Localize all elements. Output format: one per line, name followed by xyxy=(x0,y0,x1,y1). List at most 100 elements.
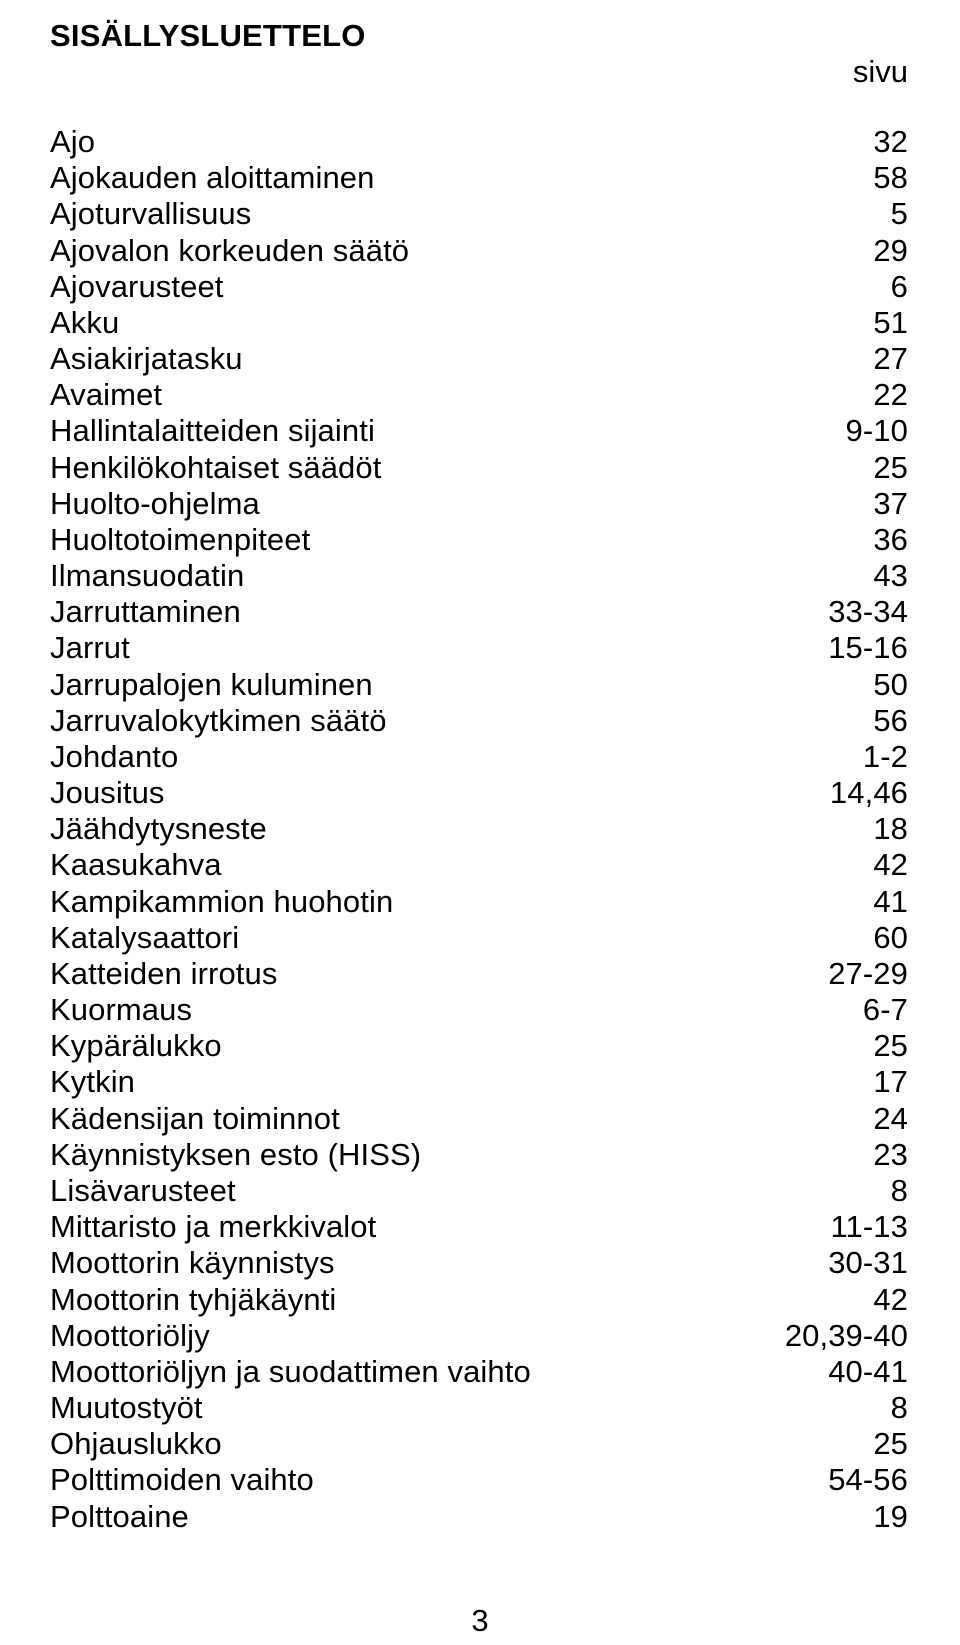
toc-entry-page: 37 xyxy=(873,486,910,522)
toc-entry-label: Akku xyxy=(50,305,119,341)
toc-entry-page: 56 xyxy=(873,703,910,739)
toc-entry-page: 29 xyxy=(873,233,910,269)
toc-row: Huolto-ohjelma 37 xyxy=(50,486,910,522)
toc-entry-page: 25 xyxy=(873,1028,910,1064)
toc-row: Jäähdytysneste 18 xyxy=(50,811,910,847)
toc-entry-page: 42 xyxy=(873,1282,910,1318)
toc-title: SISÄLLYSLUETTELO xyxy=(50,18,910,54)
toc-entry-label: Kypärälukko xyxy=(50,1028,222,1064)
toc-entry-label: Kampikammion huohotin xyxy=(50,884,393,920)
toc-entry-page: 17 xyxy=(873,1064,910,1100)
toc-entry-label: Ajoturvallisuus xyxy=(50,196,251,232)
toc-entry-label: Huolto-ohjelma xyxy=(50,486,260,522)
toc-entry-label: Kuormaus xyxy=(50,992,192,1028)
toc-row: Asiakirjatasku 27 xyxy=(50,341,910,377)
toc-row: Polttoaine 19 xyxy=(50,1499,910,1535)
toc-entry-page: 18 xyxy=(873,811,910,847)
toc-entry-label: Hallintalaitteiden sijainti xyxy=(50,413,375,449)
toc-entry-page: 36 xyxy=(873,522,910,558)
toc-row: Katteiden irrotus 27-29 xyxy=(50,956,910,992)
toc-row: Kuormaus 6-7 xyxy=(50,992,910,1028)
toc-entry-label: Jarrut xyxy=(50,630,130,666)
toc-row: Jarrupalojen kuluminen50 xyxy=(50,667,910,703)
toc-entry-label: Moottorin tyhjäkäynti xyxy=(50,1282,336,1318)
toc-entry-page: 60 xyxy=(873,920,910,956)
toc-row: Moottoriöljyn ja suodattimen vaihto 40-41 xyxy=(50,1354,910,1390)
toc-row: Avaimet 22 xyxy=(50,377,910,413)
toc-entry-label: Moottorin käynnistys xyxy=(50,1245,335,1281)
toc-row: Jousitus 14,46 xyxy=(50,775,910,811)
toc-entry-page: 32 xyxy=(873,124,910,160)
toc-row: Mittaristo ja merkkivalot 11-13 xyxy=(50,1209,910,1245)
toc-row: Polttimoiden vaihto 54-56 xyxy=(50,1462,910,1498)
toc-entry-page: 6 xyxy=(891,269,910,305)
toc-row: Akku51 xyxy=(50,305,910,341)
footer-page-number: 3 xyxy=(0,1603,960,1639)
toc-row: Käynnistyksen esto (HISS)23 xyxy=(50,1137,910,1173)
toc-entry-label: Kytkin xyxy=(50,1064,135,1100)
toc-row: Johdanto 1-2 xyxy=(50,739,910,775)
page-column-header: sivu xyxy=(50,54,910,90)
toc-row: Kampikammion huohotin 41 xyxy=(50,884,910,920)
toc-entry-page: 27-29 xyxy=(828,956,910,992)
toc-entry-page: 40-41 xyxy=(828,1354,910,1390)
toc-entry-page: 8 xyxy=(891,1173,910,1209)
toc-entry-page: 11-13 xyxy=(831,1209,911,1245)
toc-row: Huoltotoimenpiteet 36 xyxy=(50,522,910,558)
toc-entry-label: Ajo xyxy=(50,124,95,160)
toc-entry-label: Moottoriöljy xyxy=(50,1318,210,1354)
toc-entry-page: 22 xyxy=(873,377,910,413)
toc-entry-label: Jousitus xyxy=(50,775,165,811)
toc-entry-page: 25 xyxy=(873,1426,910,1462)
toc-row: Moottorin tyhjäkäynti 42 xyxy=(50,1282,910,1318)
toc-entry-page: 23 xyxy=(873,1137,910,1173)
toc-entry-page: 30-31 xyxy=(828,1245,910,1281)
toc-entry-label: Katteiden irrotus xyxy=(50,956,277,992)
toc-entry-page: 9-10 xyxy=(846,413,910,449)
toc-entry-label: Ohjauslukko xyxy=(50,1426,222,1462)
toc-entry-page: 43 xyxy=(873,558,910,594)
toc-row: Moottorin käynnistys 30-31 xyxy=(50,1245,910,1281)
document-page: SISÄLLYSLUETTELO sivu Ajo32Ajokauden alo… xyxy=(0,0,960,1645)
toc-entry-label: Muutostyöt xyxy=(50,1390,203,1426)
toc-entry-page: 41 xyxy=(873,884,910,920)
toc-entry-page: 1-2 xyxy=(863,739,910,775)
toc-entry-label: Avaimet xyxy=(50,377,162,413)
toc-entry-label: Ajovalon korkeuden säätö xyxy=(50,233,409,269)
toc-entry-page: 42 xyxy=(873,847,910,883)
toc-entry-page: 14,46 xyxy=(830,775,910,811)
toc-list: Ajo32Ajokauden aloittaminen58Ajoturvalli… xyxy=(50,124,910,1535)
toc-entry-label: Lisävarusteet xyxy=(50,1173,236,1209)
toc-entry-label: Jarruvalokytkimen säätö xyxy=(50,703,387,739)
toc-entry-page: 6-7 xyxy=(863,992,910,1028)
toc-entry-page: 8 xyxy=(891,1390,910,1426)
toc-entry-label: Polttimoiden vaihto xyxy=(50,1462,314,1498)
toc-entry-label: Ilmansuodatin xyxy=(50,558,244,594)
toc-entry-label: Jäähdytysneste xyxy=(50,811,267,847)
toc-row: Ohjauslukko 25 xyxy=(50,1426,910,1462)
toc-entry-label: Katalysaattori xyxy=(50,920,239,956)
toc-entry-label: Johdanto xyxy=(50,739,178,775)
toc-entry-label: Jarruttaminen xyxy=(50,594,241,630)
toc-row: Jarruvalokytkimen säätö 56 xyxy=(50,703,910,739)
toc-row: Jarruttaminen 33-34 xyxy=(50,594,910,630)
toc-entry-page: 27 xyxy=(873,341,910,377)
toc-entry-page: 33-34 xyxy=(828,594,910,630)
toc-row: Jarrut 15-16 xyxy=(50,630,910,666)
toc-entry-page: 24 xyxy=(873,1101,910,1137)
toc-entry-label: Asiakirjatasku xyxy=(50,341,243,377)
toc-entry-label: Polttoaine xyxy=(50,1499,189,1535)
toc-entry-page: 19 xyxy=(873,1499,910,1535)
toc-entry-label: Huoltotoimenpiteet xyxy=(50,522,310,558)
toc-entry-label: Mittaristo ja merkkivalot xyxy=(50,1209,376,1245)
toc-entry-page: 54-56 xyxy=(828,1462,910,1498)
toc-row: Kytkin 17 xyxy=(50,1064,910,1100)
toc-entry-label: Henkilökohtaiset säädöt xyxy=(50,450,381,486)
toc-row: Ajovarusteet 6 xyxy=(50,269,910,305)
toc-entry-page: 58 xyxy=(873,160,910,196)
toc-row: Kädensijan toiminnot24 xyxy=(50,1101,910,1137)
toc-entry-label: Moottoriöljyn ja suodattimen vaihto xyxy=(50,1354,531,1390)
toc-entry-page: 25 xyxy=(873,450,910,486)
toc-entry-label: Ajovarusteet xyxy=(50,269,224,305)
toc-entry-page: 15-16 xyxy=(828,630,910,666)
